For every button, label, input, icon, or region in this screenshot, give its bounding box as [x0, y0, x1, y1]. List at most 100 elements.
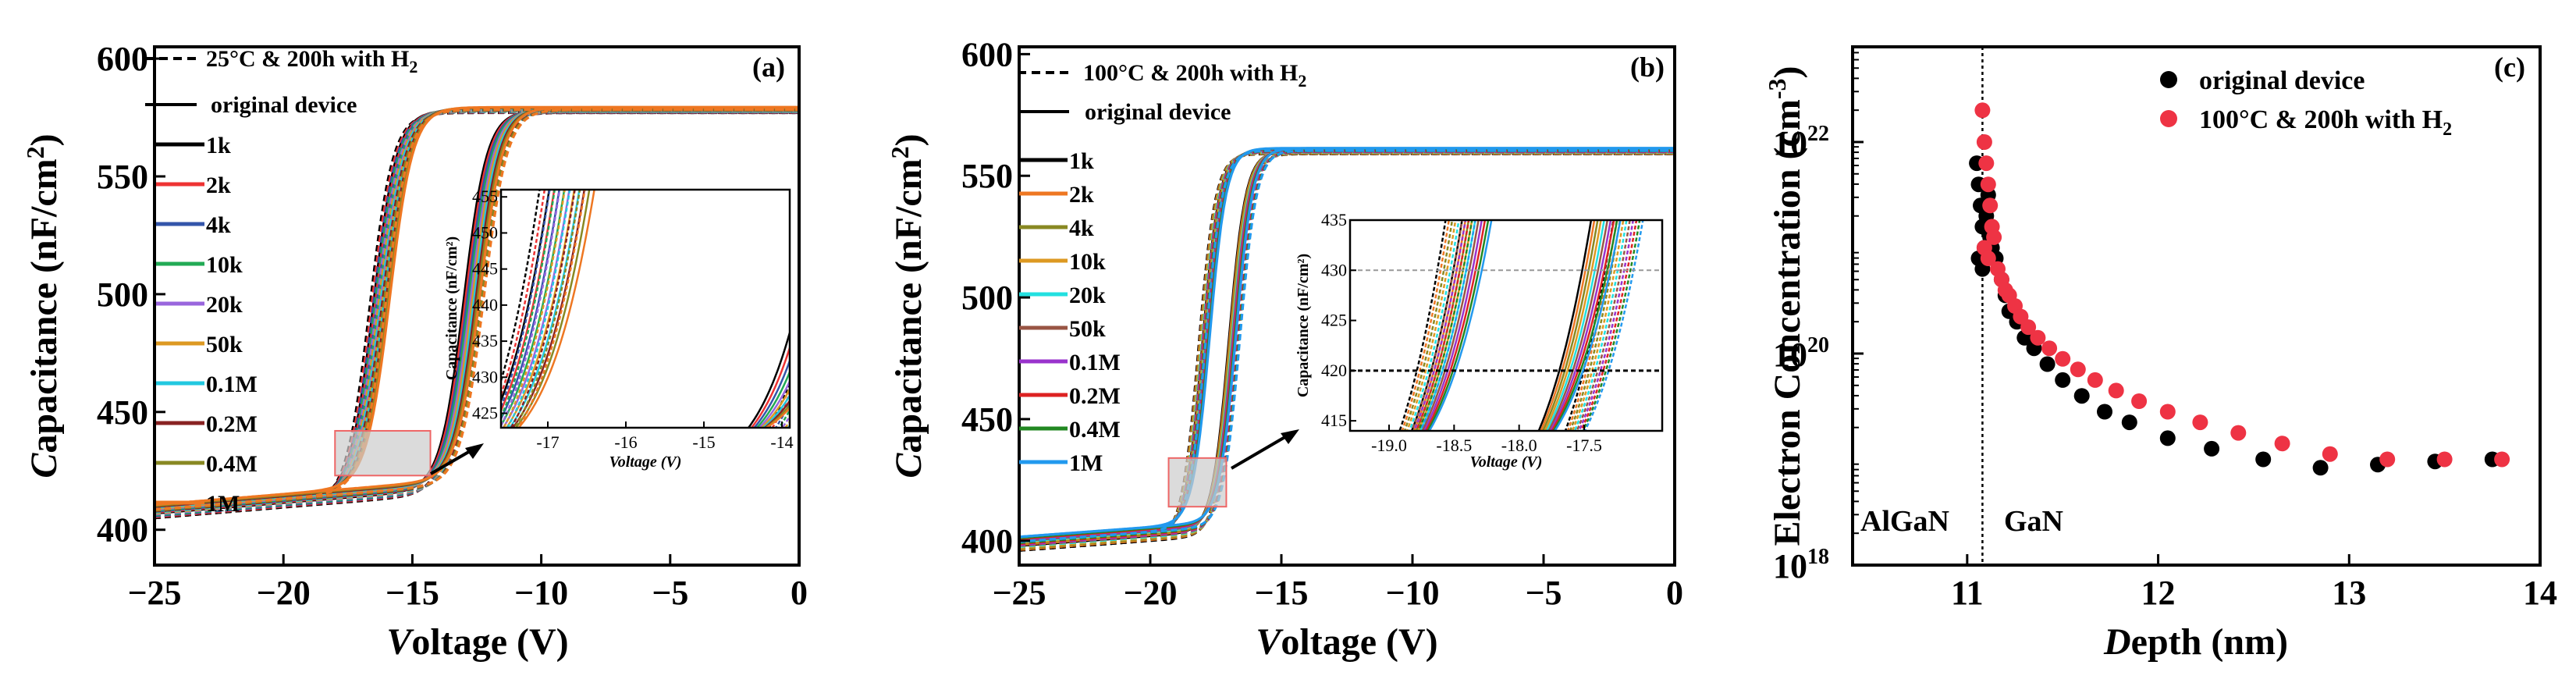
curve-1M-fwd-h2	[1018, 149, 1675, 543]
legend-label-0.2M: 0.2M	[1069, 383, 1121, 409]
point-original	[2312, 460, 2329, 476]
y-tick-label: 450	[961, 400, 1013, 439]
panel-a-frame	[153, 45, 801, 567]
point-original	[2073, 388, 2090, 404]
point-h2	[2159, 404, 2176, 420]
legend-label-0.1M: 0.1M	[206, 372, 258, 397]
legend-label-0.4M: 0.4M	[206, 451, 258, 477]
inset-curve-0.1M	[1549, 220, 1612, 431]
point-h2	[1974, 102, 1991, 119]
panel-a-arrowhead	[465, 443, 484, 459]
point-h2	[2230, 425, 2247, 441]
inset-curve-0.2M	[1551, 220, 1615, 431]
point-h2	[2108, 382, 2124, 399]
point-h2	[2020, 319, 2037, 336]
inset-x-tick-label: -18.5	[1436, 436, 1472, 455]
point-h2	[2087, 372, 2103, 388]
panel-a-legend-dashed: 25°C & 200h with H2	[206, 46, 417, 76]
panel-b-xlabel: Voltage (V)	[1256, 621, 1437, 663]
y-tick-label: 500	[961, 279, 1013, 317]
legend-label-10k: 10k	[1069, 249, 1106, 275]
point-h2	[1986, 229, 2002, 245]
panel-c-ylabel: Electron Concentration (cm-3)	[1763, 66, 1808, 546]
point-h2	[2055, 350, 2071, 367]
inset-x-tick-label: -19.0	[1371, 436, 1407, 455]
panel-a-x-ticks: −25 −20 −15 −10 −5 0	[127, 554, 808, 612]
inset-x-tick-label: -17.5	[1566, 436, 1602, 455]
point-h2	[1982, 197, 1999, 214]
panel-b-legend: 100°C & 200h with H2 original device 1k 2…	[1018, 60, 1306, 476]
panel-a-inset-x-ticks: -17 -16 -15 -14	[536, 421, 794, 452]
x-tick-label: −25	[127, 574, 181, 612]
inset-y-tick-label: 415	[1321, 411, 1347, 430]
legend-label-0.1M: 0.1M	[1069, 350, 1121, 375]
x-tick-label: 12	[2141, 574, 2176, 612]
panel-c-y-ticks: 1018 1020 1022	[1773, 52, 1864, 585]
inset-y-tick-label: 425	[472, 404, 498, 423]
inset-x-tick-label: -18.0	[1501, 436, 1537, 455]
inset-curve-0.4M	[1552, 220, 1618, 431]
inset-curve-0.4M	[514, 190, 591, 428]
legend-label-0.4M: 0.4M	[1069, 417, 1121, 443]
legend-label-1M: 1M	[206, 491, 240, 517]
legend-label-50k: 50k	[1069, 316, 1106, 342]
panel-a-zoom-box	[334, 429, 432, 477]
x-tick-label: 14	[2523, 574, 2557, 612]
inset-clip-group	[1398, 220, 1644, 431]
point-h2	[2070, 361, 2086, 378]
inset-y-tick-label: 445	[472, 259, 498, 279]
inset-x-tick-label: -17	[536, 432, 559, 452]
panel-b-x-ticks: −25 −20 −15 −10 −5 0	[992, 554, 1683, 612]
panel-c-label: (c)	[2494, 52, 2525, 83]
y-tick-label: 600	[961, 35, 1013, 73]
point-h2	[1978, 155, 1995, 172]
inset-y-tick-label: 435	[1321, 210, 1347, 229]
panel-a-arrow	[430, 449, 472, 475]
inset-curve-1k	[1398, 220, 1447, 431]
legend-label-2k: 2k	[206, 172, 231, 198]
panel-a-legend-frequencies: 1k 2k 4k 10k 20k 50k 0.1M 0.2M 0.4M 1M	[156, 133, 258, 517]
y-tick-label: 1018	[1773, 545, 1829, 585]
x-tick-label: 0	[791, 574, 808, 612]
panel-c-region-gan: GaN	[2004, 505, 2063, 538]
inset-y-tick-label: 455	[472, 187, 498, 206]
inset-y-tick-label: 425	[1321, 311, 1347, 330]
inset-curve-50k	[1576, 220, 1631, 431]
y-tick-label: 400	[961, 522, 1013, 560]
panel-b-inset-y-ticks: 415 420 425 430 435	[1321, 210, 1356, 430]
panel-a-curves	[154, 105, 799, 520]
point-original	[2039, 356, 2055, 372]
inset-curve-20k	[502, 190, 570, 428]
point-h2	[1976, 134, 1992, 150]
panel-b-inset: -19.0 -18.5 -18.0 -17.5 415 420 425 430 435 Vol…	[1295, 210, 1664, 471]
panel-c-xlabel: Depth (nm)	[2103, 621, 2288, 663]
inset-curve-4k	[1569, 220, 1622, 431]
panel-c-x-ticks: 11 12 13 14	[1951, 554, 2557, 612]
x-tick-label: −5	[652, 574, 688, 612]
inset-curve-20k	[1573, 220, 1628, 431]
legend-label-50k: 50k	[206, 332, 243, 357]
panel-b-legend-frequencies: 1k 2k 4k 10k 20k 50k 0.1M 0.2M 0.4M 1M	[1019, 148, 1121, 476]
x-tick-label: 13	[2332, 574, 2366, 612]
panel-b-inset-curves	[1350, 220, 1662, 431]
panel-a-legend: 25°C & 200h with H2 original device 1k 2k…	[145, 46, 417, 517]
point-h2	[2322, 446, 2338, 462]
panel-b-arrow	[1230, 434, 1289, 470]
inset-y-tick-label: 430	[472, 367, 498, 386]
legend-label-4k: 4k	[206, 212, 231, 238]
panel-a-y-ticks: 400 450 500 550 600	[97, 40, 165, 549]
legend-label-1M: 1M	[1069, 450, 1103, 476]
point-original	[2097, 404, 2112, 420]
curve-1M-rev-orig	[154, 105, 799, 507]
panel-c-points	[1969, 102, 2510, 476]
point-original	[2204, 440, 2220, 457]
point-h2	[2192, 414, 2208, 431]
x-tick-label: −20	[1123, 574, 1177, 612]
panel-a-inset-xlabel: Voltage (V)	[609, 453, 682, 471]
inset-y-tick-label: 440	[472, 295, 498, 315]
legend-label-10k: 10k	[206, 252, 243, 278]
panel-a: −25 −20 −15 −10 −5 0 400 450 500 550 600 (a) 25°C…	[21, 40, 808, 663]
legend-label-4k: 4k	[1069, 215, 1094, 241]
panel-b-arrowhead	[1281, 429, 1299, 444]
y-tick-label: 600	[97, 40, 148, 78]
